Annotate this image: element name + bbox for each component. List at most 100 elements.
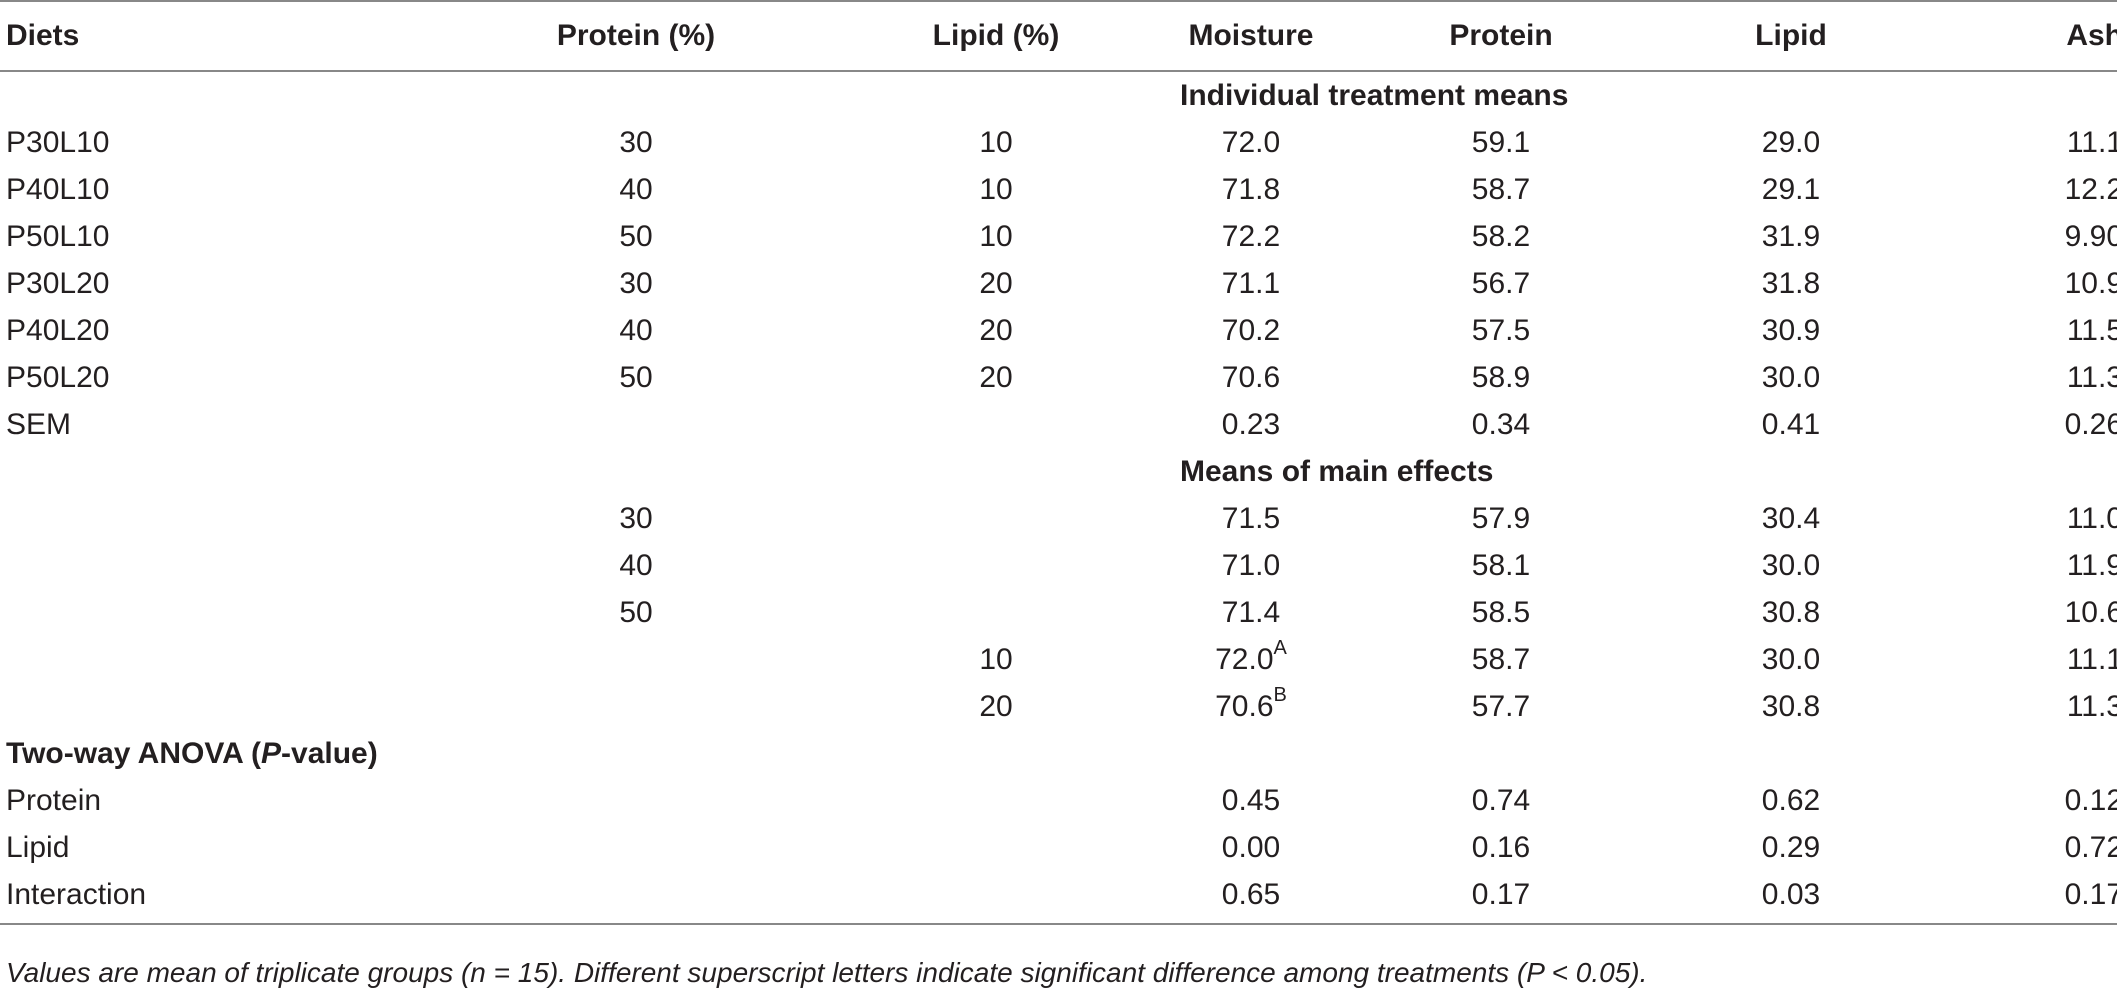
cell-protein-percent xyxy=(426,401,846,448)
composition-table-wrapper: Diets Protein (%) Lipid (%) Moisture Pro… xyxy=(0,0,2117,925)
cell-protein: 0.74 xyxy=(1356,777,1646,824)
cell-value: P30L20 xyxy=(6,267,110,300)
cell-value: 40 xyxy=(619,173,653,206)
cell-value: 58.5 xyxy=(1471,596,1531,629)
cell-protein-percent: 50 xyxy=(426,354,846,401)
cell-value: 29.1 xyxy=(1761,173,1821,206)
cell-value: P50L20 xyxy=(6,361,110,394)
cell-value: 30 xyxy=(619,126,653,159)
cell-value: 29.0 xyxy=(1761,126,1821,159)
cell-value: 11.3 xyxy=(2066,690,2117,723)
cell-protein: 0.34 xyxy=(1356,401,1646,448)
cell-ash: 11.3 xyxy=(1936,354,2117,401)
cell-value: 56.7 xyxy=(1471,267,1531,300)
cell-protein-percent xyxy=(426,871,846,925)
cell-value: 71.8 xyxy=(1221,173,1281,206)
header-protein: Protein xyxy=(1356,0,1646,72)
header-protein-percent: Protein (%) xyxy=(426,0,846,72)
section-means-of-main-effects: Means of main effects xyxy=(0,448,2117,495)
cell-value: 58.1 xyxy=(1471,549,1531,582)
cell-value: 0.23 xyxy=(1221,408,1281,441)
cell-value: P50L10 xyxy=(6,220,110,253)
cell-value: 30.8 xyxy=(1761,596,1821,629)
cell-lipid: 30.4 xyxy=(1646,495,1936,542)
table-row: 10 72.0A 58.7 30.0 11.1 xyxy=(0,636,2117,683)
cell-lipid-percent: 20 xyxy=(846,354,1146,401)
cell-protein-percent: 40 xyxy=(426,307,846,354)
table-row: P30L20 30 20 71.1 56.7 31.8 10.9 xyxy=(0,260,2117,307)
cell-diet: P50L20 xyxy=(0,354,426,401)
cell-value: 71.5 xyxy=(1221,502,1281,535)
cell-value: 10 xyxy=(979,126,1013,159)
cell-value: 50 xyxy=(619,361,653,394)
cell-value: 57.5 xyxy=(1471,314,1531,347)
cell-ash: 10.9 xyxy=(1936,260,2117,307)
cell-value: 20 xyxy=(979,267,1013,300)
section-two-way-anova: Two-way ANOVA (P-value) xyxy=(0,730,2117,777)
cell-protein-percent: 40 xyxy=(426,166,846,213)
cell-ash: 0.26 xyxy=(1936,401,2117,448)
cell-value: 20 xyxy=(979,690,1013,723)
header-row: Diets Protein (%) Lipid (%) Moisture Pro… xyxy=(0,0,2117,72)
cell-value: 0.17 xyxy=(2064,878,2117,911)
cell-ash: 0.72 xyxy=(1936,824,2117,871)
cell-lipid-percent xyxy=(846,824,1146,871)
cell-lipid: 31.8 xyxy=(1646,260,1936,307)
header-lipid: Lipid xyxy=(1646,0,1936,72)
cell-moisture: 71.1 xyxy=(1146,260,1356,307)
table-row: SEM 0.23 0.34 0.41 0.26 xyxy=(0,401,2117,448)
composition-table: Diets Protein (%) Lipid (%) Moisture Pro… xyxy=(0,0,2117,925)
cell-value: 31.8 xyxy=(1761,267,1821,300)
cell-ash: 0.17 xyxy=(1936,871,2117,925)
cell-value: 71.0 xyxy=(1221,549,1281,582)
cell-lipid: 30.0 xyxy=(1646,354,1936,401)
section-title: Individual treatment means xyxy=(1180,79,1569,112)
cell-protein: 57.9 xyxy=(1356,495,1646,542)
table-body: Individual treatment means P30L10 30 10 72.0… xyxy=(0,71,2117,925)
cell-protein: 56.7 xyxy=(1356,260,1646,307)
cell-diet: SEM xyxy=(0,401,426,448)
cell-value: 30.0 xyxy=(1761,361,1821,394)
cell-value: 0.34 xyxy=(1471,408,1531,441)
cell-value: 10.6 xyxy=(2064,596,2117,629)
cell-lipid-percent: 10 xyxy=(846,213,1146,260)
header-moisture: Moisture xyxy=(1146,0,1356,72)
cell-value: 30.8 xyxy=(1761,690,1821,723)
cell-lipid-percent: 20 xyxy=(846,683,1146,730)
cell-protein-percent: 40 xyxy=(426,542,846,589)
cell-lipid: 29.0 xyxy=(1646,119,1936,166)
cell-value: Interaction xyxy=(6,878,147,911)
header-diets: Diets xyxy=(0,0,426,72)
cell-value: 58.7 xyxy=(1471,173,1531,206)
cell-moisture: 0.00 xyxy=(1146,824,1356,871)
cell-value: 70.6 xyxy=(1221,361,1281,394)
cell-value: 72.0 xyxy=(1221,126,1281,159)
cell-value: Lipid xyxy=(6,831,70,864)
table-row: 30 71.5 57.9 30.4 11.0 xyxy=(0,495,2117,542)
cell-value: 0.17 xyxy=(1471,878,1531,911)
cell-protein: 0.16 xyxy=(1356,824,1646,871)
table-footnote: Values are mean of triplicate groups (n … xyxy=(6,957,1648,988)
cell-moisture: 71.8 xyxy=(1146,166,1356,213)
cell-value: 30 xyxy=(619,502,653,535)
table-row: 40 71.0 58.1 30.0 11.9 xyxy=(0,542,2117,589)
cell-value: 11.5 xyxy=(2066,314,2117,347)
cell-ash: 11.1 xyxy=(1936,119,2117,166)
cell-protein: 59.1 xyxy=(1356,119,1646,166)
cell-protein-percent: 50 xyxy=(426,213,846,260)
cell-protein-percent: 50 xyxy=(426,589,846,636)
cell-diet: Protein xyxy=(0,777,426,824)
cell-protein-percent: 30 xyxy=(426,495,846,542)
cell-value: 9.90 xyxy=(2064,220,2117,253)
cell-moisture: 70.6B xyxy=(1146,683,1356,730)
cell-lipid: 29.1 xyxy=(1646,166,1936,213)
cell-value: 58.7 xyxy=(1471,643,1531,676)
cell-value: 40 xyxy=(619,549,653,582)
cell-lipid-percent xyxy=(846,871,1146,925)
table-row: P50L10 50 10 72.2 58.2 31.9 9.90 xyxy=(0,213,2117,260)
cell-value: 0.16 xyxy=(1471,831,1531,864)
cell-moisture: 72.0 xyxy=(1146,119,1356,166)
table-row: Lipid 0.00 0.16 0.29 0.72 xyxy=(0,824,2117,871)
cell-moisture: 71.5 xyxy=(1146,495,1356,542)
cell-value: 30 xyxy=(619,267,653,300)
